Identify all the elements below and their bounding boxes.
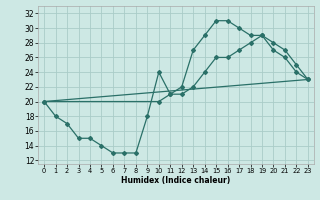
X-axis label: Humidex (Indice chaleur): Humidex (Indice chaleur) [121,176,231,185]
